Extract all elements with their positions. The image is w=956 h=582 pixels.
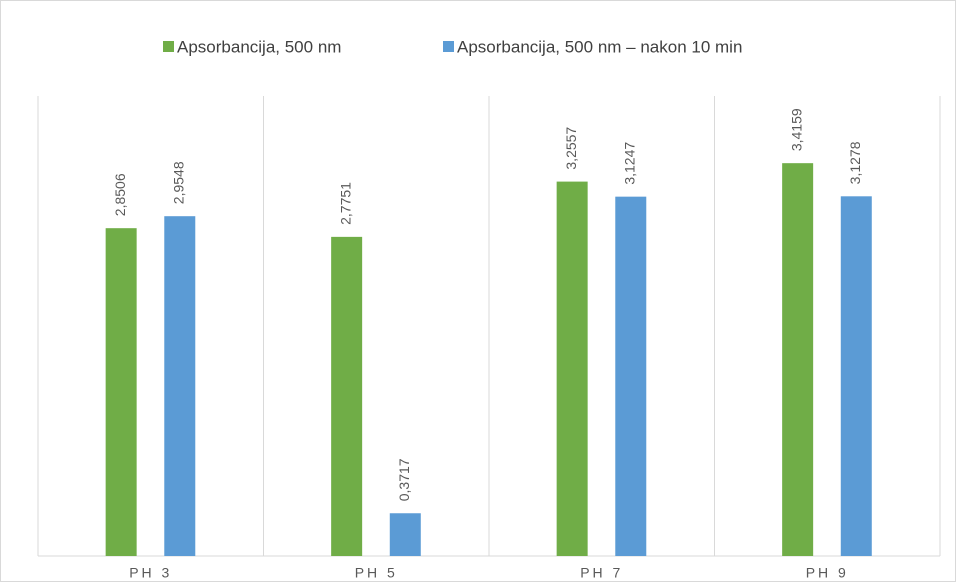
x-tick-label: PH 5 xyxy=(355,565,398,581)
bar xyxy=(389,513,421,556)
legend-label: Apsorbancija, 500 nm xyxy=(177,37,341,56)
bar xyxy=(556,181,588,557)
x-tick-label: PH 9 xyxy=(806,565,849,581)
data-label: 3,1247 xyxy=(621,142,637,185)
bar xyxy=(782,163,814,556)
x-tick-label: PH 3 xyxy=(129,565,172,581)
bar xyxy=(164,216,196,556)
data-label: 2,7751 xyxy=(337,182,353,225)
bar xyxy=(105,228,137,556)
legend-label: Apsorbancija, 500 nm – nakon 10 min xyxy=(457,37,742,56)
data-label: 3,2557 xyxy=(563,127,579,170)
data-label: 3,4159 xyxy=(788,108,804,151)
bar xyxy=(840,196,872,557)
bar xyxy=(615,196,647,557)
legend-swatch xyxy=(443,41,454,52)
x-tick-label: PH 7 xyxy=(580,565,623,581)
data-label: 3,1278 xyxy=(847,141,863,184)
bar xyxy=(331,236,363,556)
legend-swatch xyxy=(163,41,174,52)
data-label: 2,8506 xyxy=(112,173,128,216)
data-label: 0,3717 xyxy=(396,458,412,501)
data-label: 2,9548 xyxy=(170,161,186,204)
